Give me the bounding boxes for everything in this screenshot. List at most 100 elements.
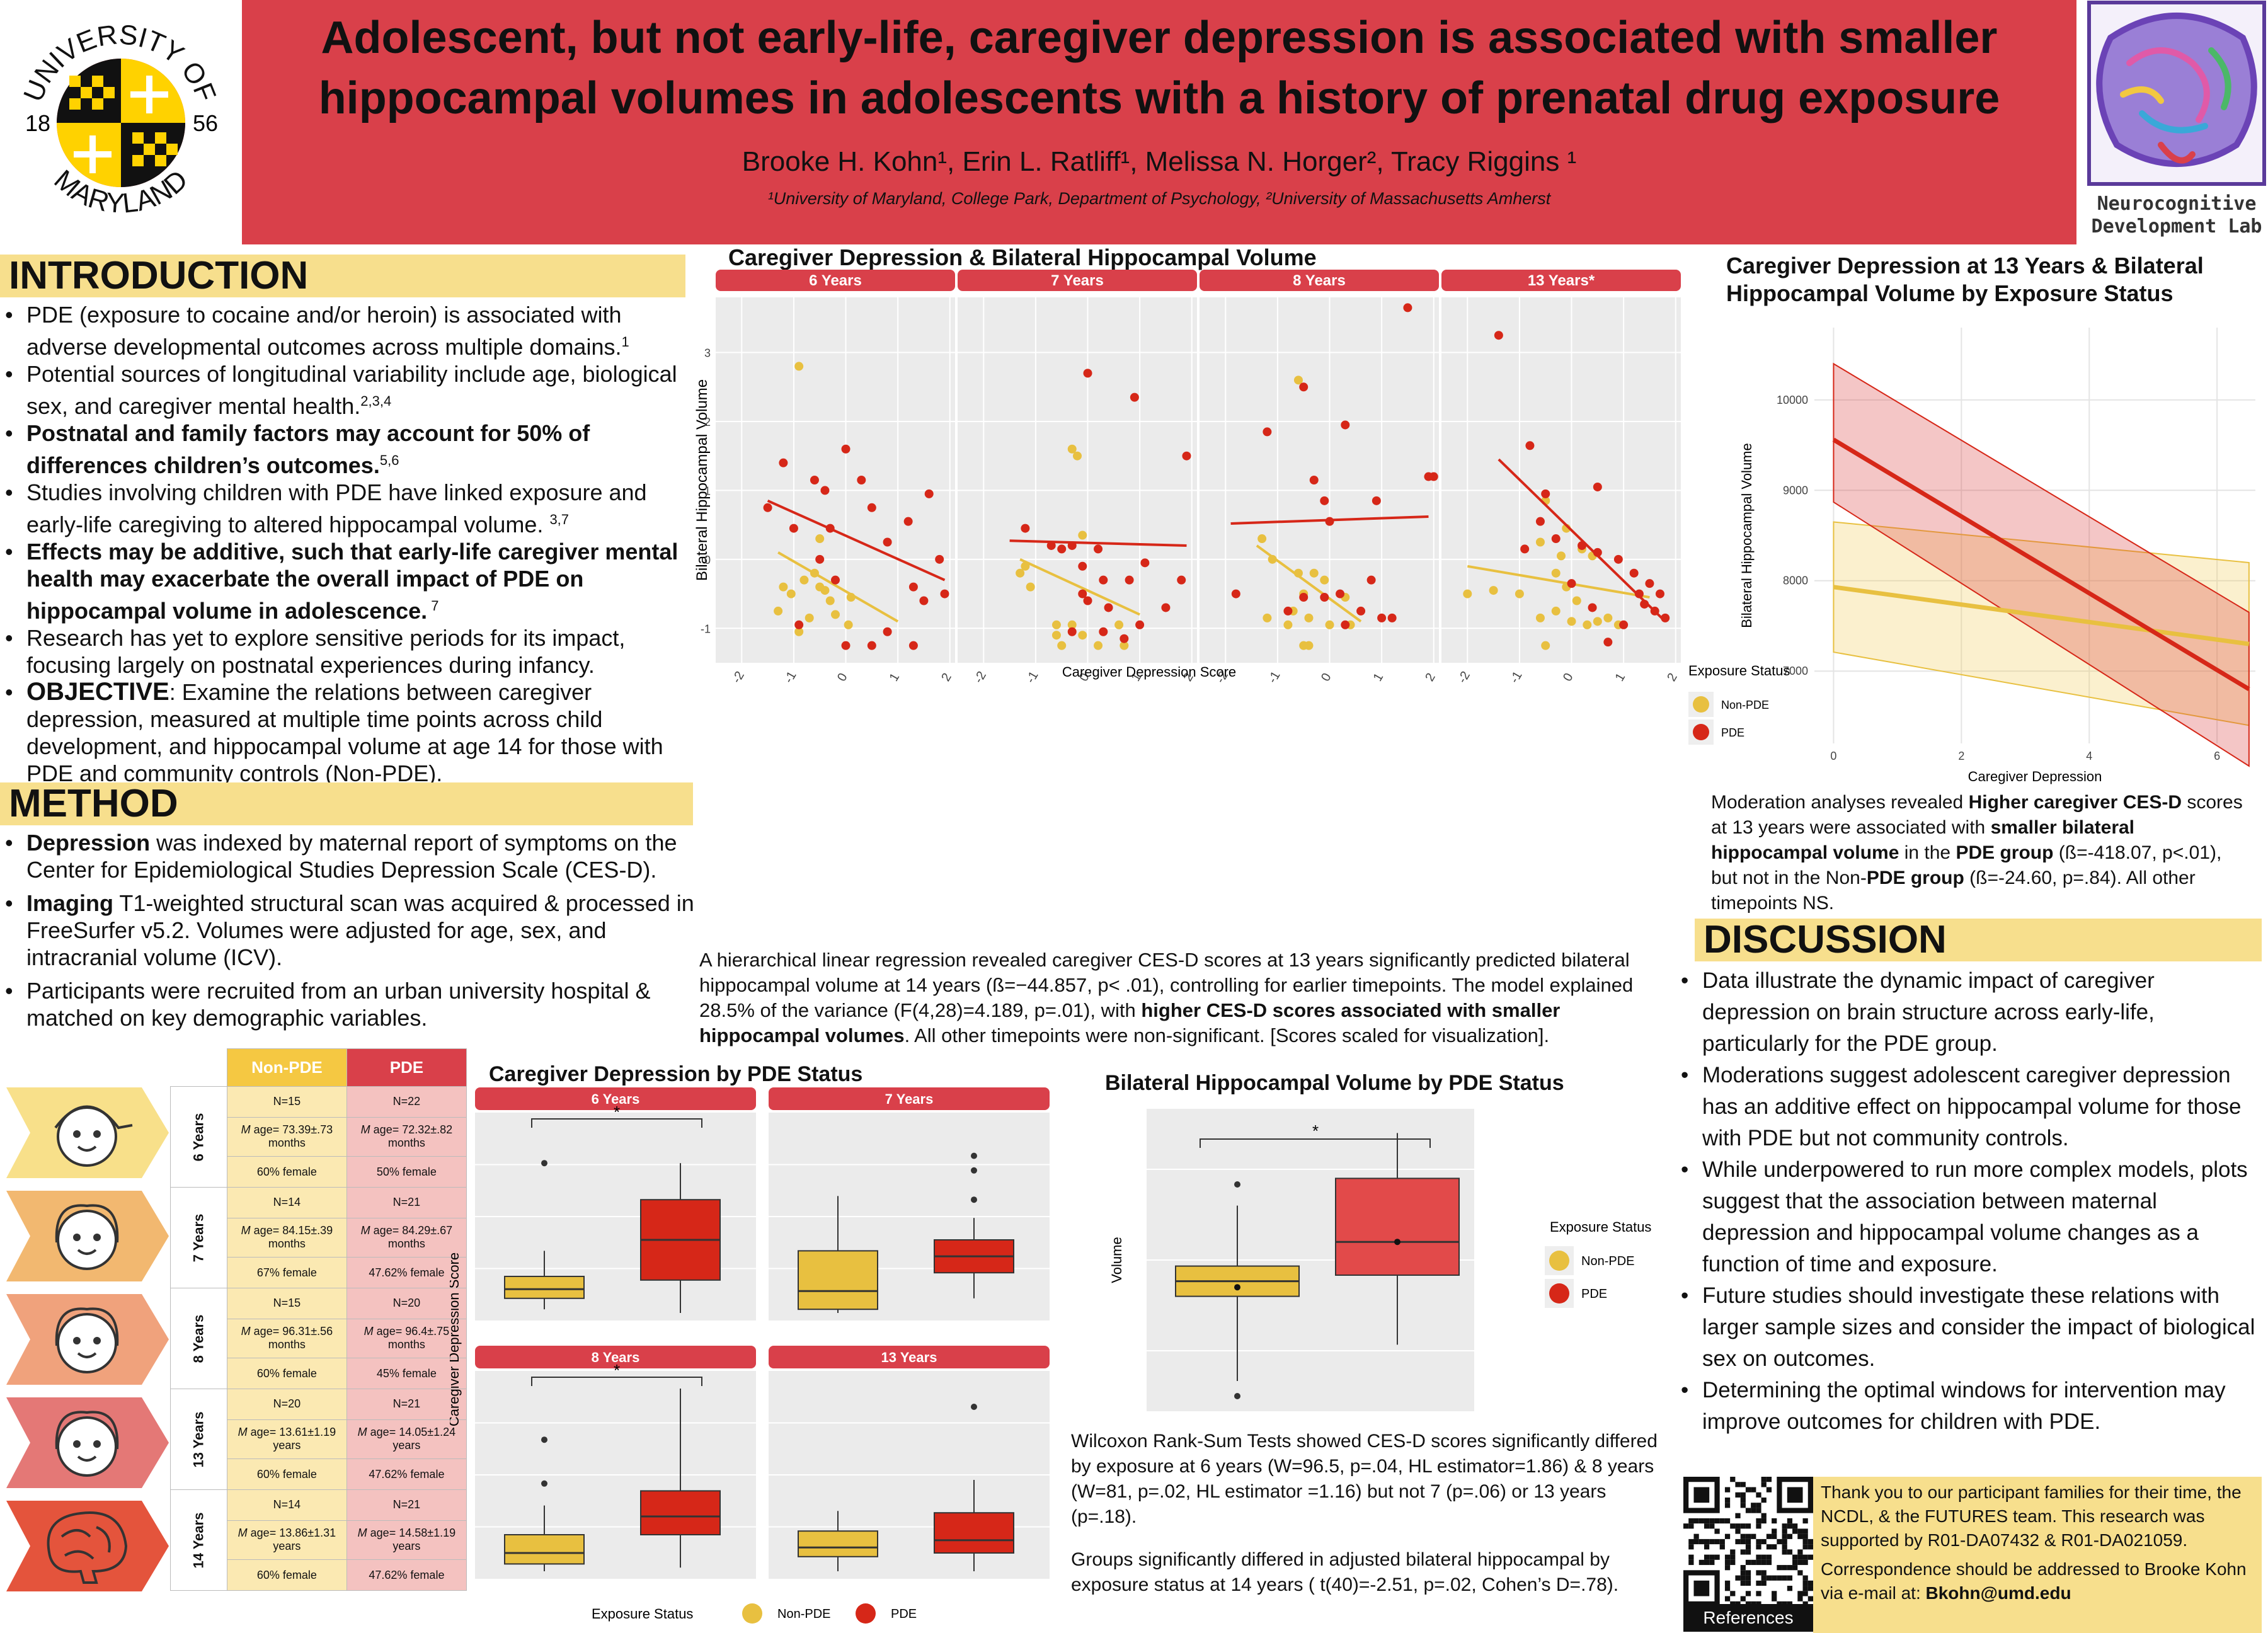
nonpde-cell: 60% female <box>226 1458 347 1490</box>
qr-module <box>1735 1523 1741 1529</box>
qr-module <box>1740 1570 1746 1576</box>
qr-module <box>1756 1554 1761 1560</box>
qr-module <box>1772 1533 1777 1539</box>
umd-year-right: 56 <box>193 110 218 136</box>
pde-point <box>831 575 840 585</box>
scatter-panel-label: 13 Years* <box>1528 272 1595 289</box>
legend-key-pde <box>1549 1283 1569 1304</box>
pde-cell: N=20 <box>346 1288 467 1319</box>
y-tick-label: 8000 <box>1783 575 1808 587</box>
scatter-xlabel: Caregiver Depression Score <box>1062 664 1236 680</box>
qr-module <box>1745 1549 1751 1555</box>
pde-point <box>940 589 949 599</box>
objective: • OBJECTIVE: Examine the relations betwee… <box>5 678 663 787</box>
qr-module <box>1761 1554 1767 1560</box>
method-bullet-text: was indexed by maternal report of sympto… <box>26 830 677 883</box>
method-bullet-label: Depression <box>26 830 151 856</box>
pde-fit-line <box>1009 539 1187 547</box>
nonpde-point <box>810 568 819 578</box>
pde-point <box>1520 544 1530 554</box>
qr-module <box>1761 1497 1767 1503</box>
qr-module <box>1704 1523 1710 1529</box>
x-tick-label: 0 <box>835 671 850 684</box>
introduction-body: PDE (exposure to cocaine and/or heroin) … <box>0 301 693 787</box>
scatter-panel-bg <box>958 297 1197 663</box>
nonpde-point <box>1078 631 1087 640</box>
nonpde-cell: 60% female <box>226 1156 347 1188</box>
qr-module <box>1797 1528 1803 1534</box>
m-label: M <box>238 1426 248 1439</box>
qr-module <box>1688 1559 1694 1566</box>
box-outlier <box>1234 1393 1240 1399</box>
nonpde-cell: N=15 <box>226 1086 347 1118</box>
box-panel-strip <box>769 1087 1050 1110</box>
pde-point <box>1130 392 1139 402</box>
pde-point <box>1231 589 1240 599</box>
nonpde-cell: 67% female <box>226 1257 347 1288</box>
discussion-bullet-1: Moderations suggest adolescent caregiver… <box>1676 1060 2255 1154</box>
scatter-panel-bg <box>1200 297 1439 663</box>
introduction-heading: INTRODUCTION <box>0 255 685 297</box>
line-ylabel: Bilateral Hippocampal Volume <box>1739 443 1755 628</box>
nonpde-point <box>1051 631 1061 640</box>
qr-module <box>1787 1549 1793 1555</box>
significance-bracket <box>531 1377 702 1386</box>
boxplot-cesd-title: Caregiver Depression by PDE Status <box>489 1062 863 1086</box>
x-tick-label: -2 <box>730 669 747 685</box>
x-tick-label: 1 <box>1613 671 1629 684</box>
significance-bracket <box>1200 1138 1431 1148</box>
qr-module <box>1797 1559 1803 1566</box>
pde-cell: M age= 72.32±.82 months <box>346 1116 467 1157</box>
box-outlier <box>971 1167 977 1174</box>
qr-module <box>1772 1544 1777 1550</box>
nonpde-cell: 60% female <box>226 1358 347 1389</box>
qr-module <box>1797 1533 1803 1539</box>
line-xlabel: Caregiver Depression <box>1968 769 2102 784</box>
nonpde-point <box>1263 613 1272 622</box>
qr-module <box>1792 1523 1798 1529</box>
qr-module <box>1797 1570 1803 1576</box>
contact-email[interactable]: Bkohn@umd.edu <box>1925 1583 2071 1603</box>
qr-module <box>1777 1601 1782 1607</box>
demographics-row: 60% female 45% female <box>171 1358 467 1389</box>
box-iqr <box>640 1490 721 1536</box>
qr-module <box>1693 1538 1699 1545</box>
pde-point <box>1366 575 1376 585</box>
legend-label-nonpde: Non-PDE <box>777 1607 830 1621</box>
qr-module <box>1782 1575 1787 1581</box>
qr-module <box>1797 1596 1803 1601</box>
box-outlier <box>541 1160 547 1167</box>
pde-point <box>1083 369 1092 378</box>
pde-cell: N=22 <box>346 1086 467 1118</box>
affiliations: ¹University of Maryland, College Park, D… <box>767 189 1551 208</box>
method-bullet-label: Imaging <box>26 890 114 916</box>
legend-key <box>1693 696 1709 713</box>
qr-module <box>1802 1533 1808 1539</box>
nonpde-point <box>1572 596 1581 605</box>
qr-code[interactable] <box>1683 1477 1813 1607</box>
box-panel-label: 8 Years <box>592 1349 640 1365</box>
qr-module <box>1714 1518 1720 1524</box>
box-outlier <box>971 1196 977 1203</box>
qr-module <box>1797 1591 1803 1596</box>
pde-point <box>1578 541 1587 550</box>
nonpde-point <box>1293 568 1303 578</box>
x-tick-label: -1 <box>1024 669 1041 685</box>
significance-star: * <box>614 1361 620 1380</box>
qr-module <box>1688 1523 1694 1529</box>
nonpde-fit-line <box>1019 558 1140 616</box>
pde-point <box>1603 638 1613 647</box>
pde-point <box>1593 482 1602 491</box>
references-button[interactable]: References <box>1683 1604 1813 1632</box>
age-label-4: 14 Years <box>170 1489 227 1591</box>
discussion-bullet-2: While underpowered to run more complex m… <box>1676 1154 2255 1280</box>
nonpde-point <box>1551 606 1561 616</box>
qr-module <box>1714 1528 1720 1534</box>
qr-module <box>1745 1523 1751 1529</box>
nonpde-cell: M age= 96.31±.56 months <box>226 1318 347 1359</box>
nonpde-point <box>779 582 788 592</box>
legend-key-pde <box>856 1603 876 1624</box>
age-label-0: 6 Years <box>170 1086 227 1188</box>
moderation-description: Moderation analyses revealed Higher care… <box>1711 792 2243 914</box>
box-cesd-ylabel: Caregiver Depression Score <box>450 1252 462 1426</box>
